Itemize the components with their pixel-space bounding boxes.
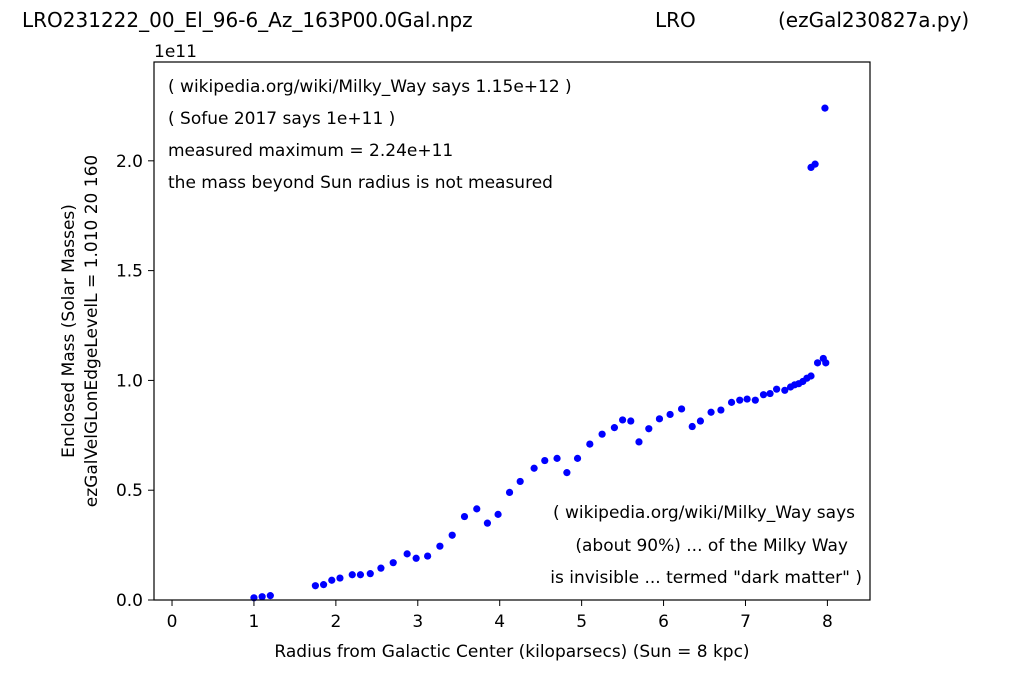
x-tick-label: 0 xyxy=(167,612,178,632)
data-point xyxy=(717,406,725,414)
data-point xyxy=(751,396,759,404)
x-tick-label: 2 xyxy=(330,612,341,632)
data-point xyxy=(311,582,319,590)
data-point xyxy=(516,477,524,486)
annotation-top: ( wikipedia.org/wiki/Milky_Way says 1.15… xyxy=(168,77,572,193)
data-point xyxy=(541,456,549,465)
data-point xyxy=(766,389,774,398)
data-point xyxy=(530,464,538,472)
data-point xyxy=(328,576,336,584)
data-point xyxy=(821,104,829,112)
data-point xyxy=(494,510,502,518)
x-tick-label: 7 xyxy=(740,612,751,632)
data-point xyxy=(610,424,619,432)
y-axis-label-line-1: Enclosed Mass (Solar Masses) xyxy=(59,204,79,458)
script-name-title: (ezGal230827a.py) xyxy=(778,8,970,32)
annotation-top-line: the mass beyond Sun radius is not measur… xyxy=(168,173,553,193)
data-point xyxy=(573,454,582,462)
data-point xyxy=(696,417,705,425)
annotation-bottom-line: ( wikipedia.org/wiki/Milky_Way says xyxy=(553,503,855,523)
data-point xyxy=(366,570,374,578)
data-point xyxy=(460,512,469,521)
y-axis-label-line-2: ezGalVelGLonEdgeLevelL = 1.010 20 160 xyxy=(82,155,102,507)
x-tick-label: 3 xyxy=(412,612,423,632)
data-point xyxy=(736,396,744,404)
data-point xyxy=(813,359,822,367)
data-point xyxy=(403,550,411,558)
data-point xyxy=(727,398,736,406)
y-tick-label: 0.0 xyxy=(116,591,143,611)
data-point xyxy=(483,519,492,527)
x-axis-label: Radius from Galactic Center (kiloparsecs… xyxy=(274,642,749,662)
data-point xyxy=(627,417,635,425)
y-axis-ticks: 0.0 0.5 1.0 1.5 2.0 xyxy=(116,152,154,611)
data-point xyxy=(319,581,328,589)
data-point xyxy=(811,160,819,168)
data-point xyxy=(688,422,696,431)
data-point xyxy=(759,391,768,399)
data-points xyxy=(250,104,830,602)
x-tick-label: 6 xyxy=(658,612,669,632)
data-point xyxy=(412,554,420,562)
data-point xyxy=(822,359,830,367)
y-tick-label: 0.5 xyxy=(116,481,143,501)
data-point xyxy=(336,574,344,582)
data-point xyxy=(389,559,397,567)
annotation-bottom-line: (about 90%) ... of the Milky Way xyxy=(575,536,848,556)
data-point xyxy=(258,593,266,601)
plot-frame xyxy=(153,61,871,601)
data-point xyxy=(655,415,664,423)
data-point xyxy=(598,430,606,438)
data-point xyxy=(348,571,356,579)
data-point xyxy=(743,395,751,403)
annotation-top-line: ( wikipedia.org/wiki/Milky_Way says 1.15… xyxy=(168,77,572,97)
data-point xyxy=(505,488,514,496)
data-point xyxy=(377,564,385,572)
data-point xyxy=(563,469,571,477)
source-title: LRO xyxy=(655,8,696,32)
data-point xyxy=(773,385,781,393)
data-point xyxy=(266,592,274,600)
y-tick-label: 1.0 xyxy=(116,371,143,391)
data-point xyxy=(707,408,715,416)
data-point xyxy=(356,571,365,579)
data-point xyxy=(586,440,594,448)
x-tick-label: 5 xyxy=(576,612,587,632)
annotation-top-line: measured maximum = 2.24e+11 xyxy=(168,141,453,161)
y-scale-note: 1e11 xyxy=(154,42,197,62)
x-tick-label: 4 xyxy=(494,612,505,632)
data-point xyxy=(424,552,432,560)
y-tick-label: 1.5 xyxy=(116,262,143,282)
x-axis-ticks: 0 1 2 3 4 5 6 7 8 xyxy=(167,600,833,632)
data-point xyxy=(473,505,481,513)
annotation-bottom-line: is invisible ... termed "dark matter" ) xyxy=(550,568,862,588)
data-point xyxy=(448,531,456,539)
data-point xyxy=(807,372,815,380)
file-name-title: LRO231222_00_El_96-6_Az_163P00.0Gal.npz xyxy=(22,8,473,32)
data-point xyxy=(645,425,653,433)
data-point xyxy=(436,542,444,550)
data-point xyxy=(677,405,686,413)
annotation-top-line: ( Sofue 2017 says 1e+11 ) xyxy=(168,109,395,129)
data-point xyxy=(781,386,789,394)
y-tick-label: 2.0 xyxy=(116,152,143,172)
x-tick-label: 8 xyxy=(822,612,833,632)
data-point xyxy=(553,454,561,462)
data-point xyxy=(635,438,643,446)
data-point xyxy=(618,416,627,424)
annotation-bottom: ( wikipedia.org/wiki/Milky_Way says (abo… xyxy=(550,503,862,588)
x-tick-label: 1 xyxy=(249,612,260,632)
data-point xyxy=(666,410,674,419)
